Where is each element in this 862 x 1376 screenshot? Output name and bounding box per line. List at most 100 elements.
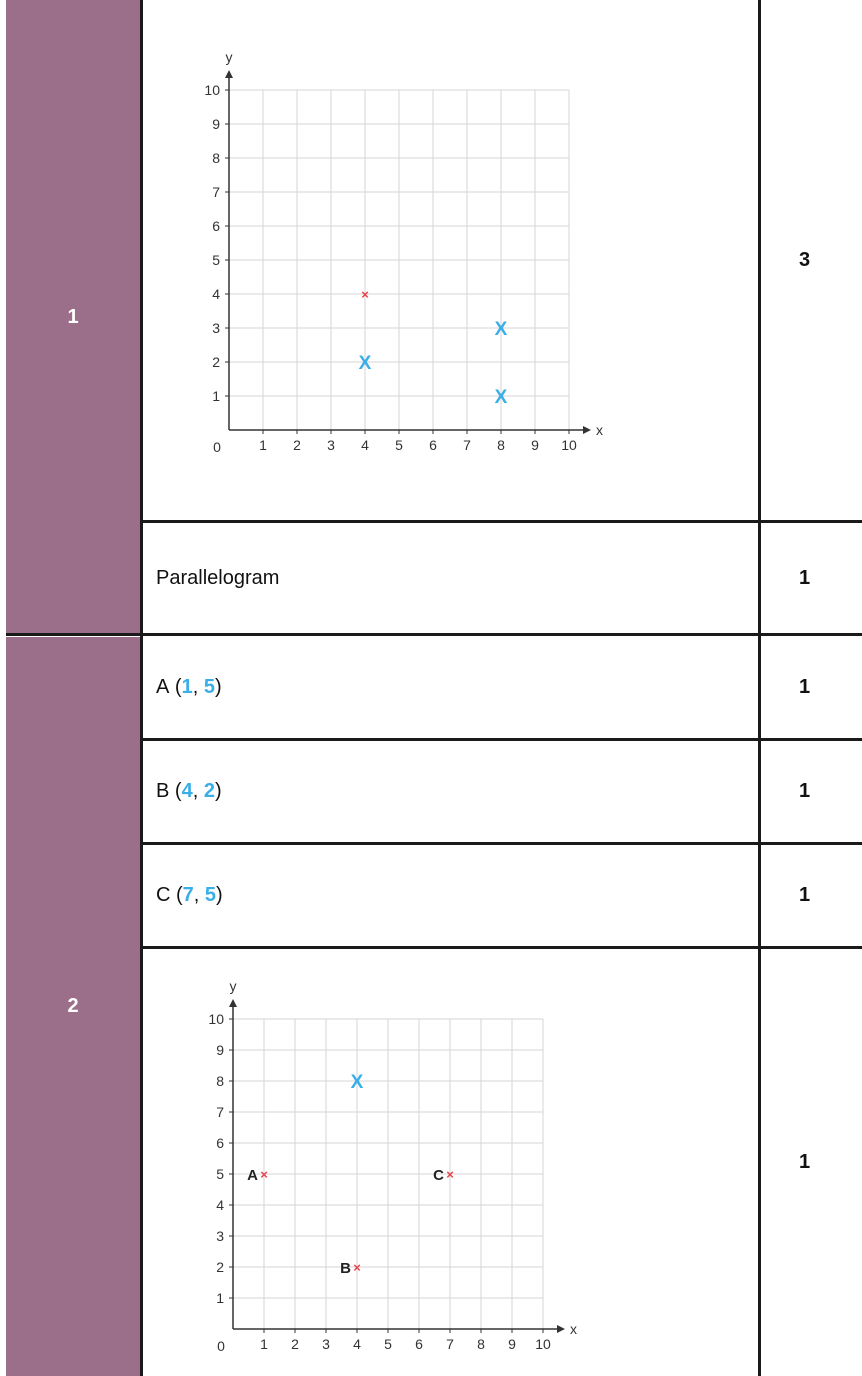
question-number-1-label: 1 [67, 305, 79, 328]
x-tick-label: 6 [429, 437, 437, 453]
point-label: B [156, 780, 170, 802]
y-tick-label: 7 [212, 184, 220, 200]
y-tick-label: 5 [212, 252, 220, 268]
x-tick-label: 5 [384, 1336, 392, 1352]
mark-value: 1 [798, 566, 811, 589]
y-tick-label: 4 [216, 1197, 224, 1213]
y-tick-label: 6 [216, 1135, 224, 1151]
q1-shape-answer: Parallelogram [143, 523, 759, 633]
x-tick-label: 10 [535, 1336, 551, 1352]
q2-point-a-answer: A (1, 5) [156, 676, 222, 698]
y-tick-label: 2 [212, 354, 220, 370]
table-border-left [140, 0, 143, 1376]
q2-point-b-answer: B (4, 2) [156, 780, 222, 802]
data-point-label: A [247, 1167, 258, 1184]
data-point-x-mark: X [351, 1072, 364, 1093]
question-number-2-label: 2 [67, 995, 79, 1017]
mark-value: 3 [798, 248, 811, 271]
mark-value: 1 [798, 676, 811, 698]
x-axis-arrow [583, 426, 591, 434]
y-tick-label: 8 [216, 1073, 224, 1089]
question-number-2: 2 [6, 637, 140, 1376]
y-axis-arrow [229, 999, 237, 1007]
y-tick-label: 3 [216, 1228, 224, 1244]
table-rule [140, 738, 862, 741]
q1-coordinate-grid: 1 2 3 4 5 6 7 8 9 10 1 2 3 4 5 6 7 8 9 10 0 x y × X X X [204, 49, 603, 455]
q1-graph-cell: 1 2 3 4 5 6 7 8 9 10 1 2 3 4 5 6 7 8 9 10 0 x y × X X X [143, 0, 759, 520]
x-tick-label: 9 [531, 437, 539, 453]
y-axis-label: y [230, 978, 237, 994]
y-tick-label: 9 [212, 116, 220, 132]
mark-value: 1 [798, 1151, 811, 1173]
point-label: C [156, 884, 171, 906]
y-tick-label: 10 [208, 1011, 224, 1027]
point-y: 5 [203, 676, 215, 698]
y-tick-label: 1 [212, 388, 220, 404]
point-x: 4 [181, 780, 193, 802]
answer-text: Parallelogram [156, 566, 280, 589]
table-rule [140, 946, 862, 949]
x-axis-label: x [596, 422, 603, 438]
x-tick-label: 4 [353, 1336, 361, 1352]
x-tick-label: 9 [508, 1336, 516, 1352]
table-rule [140, 520, 862, 523]
x-tick-label: 1 [259, 437, 267, 453]
x-tick-label: 2 [293, 437, 301, 453]
data-point-cross: × [353, 1260, 361, 1275]
y-tick-label: 5 [216, 1166, 224, 1182]
q2-graph-cell: 1 2 3 4 5 6 7 8 9 10 1 2 3 4 5 6 7 8 9 10 0 x y × A × C × B X [143, 949, 759, 1376]
x-tick-label: 8 [477, 1336, 485, 1352]
y-tick-label: 4 [212, 286, 220, 302]
x-tick-label: 6 [415, 1336, 423, 1352]
data-point-x-mark: X [495, 319, 508, 340]
y-tick-label: 8 [212, 150, 220, 166]
table-border-right [758, 0, 761, 1376]
y-axis-label: y [226, 49, 233, 65]
origin-label: 0 [217, 1338, 225, 1354]
point-x: 7 [182, 884, 194, 906]
point-y: 2 [203, 780, 215, 802]
x-axis-arrow [557, 1325, 565, 1333]
data-point-x-mark: X [495, 387, 508, 408]
q1-shape-mark: 1 [761, 523, 862, 633]
x-tick-label: 7 [463, 437, 471, 453]
question-number-1: 1 [6, 0, 140, 634]
y-tick-label: 3 [212, 320, 220, 336]
q2-graph-mark: 1 [761, 949, 862, 1376]
x-axis-label: x [570, 1321, 577, 1337]
q2-point-c-answer: C (7, 5) [156, 884, 223, 906]
data-point-label: C [433, 1167, 444, 1184]
data-point-cross: × [446, 1167, 454, 1182]
mark-value: 1 [798, 884, 811, 906]
q2-point-a-mark: 1 [761, 637, 862, 738]
mark-value: 1 [798, 780, 811, 802]
data-point-label: B [340, 1260, 351, 1277]
y-axis-arrow [225, 70, 233, 78]
x-tick-label: 8 [497, 437, 505, 453]
x-tick-label: 5 [395, 437, 403, 453]
q2-point-c-mark: 1 [761, 845, 862, 946]
data-point-cross: × [361, 287, 369, 302]
origin-label: 0 [213, 439, 221, 455]
y-tick-label: 2 [216, 1259, 224, 1275]
table-rule [6, 633, 862, 636]
x-tick-label: 7 [446, 1336, 454, 1352]
x-tick-label: 1 [260, 1336, 268, 1352]
point-y: 5 [204, 884, 217, 906]
point-x: 1 [181, 676, 193, 698]
point-label: A [156, 676, 170, 698]
x-tick-label: 3 [322, 1336, 330, 1352]
q2-point-b-mark: 1 [761, 741, 862, 842]
y-tick-label: 6 [212, 218, 220, 234]
q1-graph-mark: 3 [761, 0, 862, 520]
data-point-cross: × [260, 1167, 268, 1182]
x-tick-label: 4 [361, 437, 369, 453]
y-tick-label: 7 [216, 1104, 224, 1120]
table-rule [140, 842, 862, 845]
x-tick-label: 2 [291, 1336, 299, 1352]
x-tick-label: 3 [327, 437, 335, 453]
y-tick-label: 9 [216, 1042, 224, 1058]
y-tick-label: 10 [204, 82, 220, 98]
x-tick-label: 10 [561, 437, 577, 453]
